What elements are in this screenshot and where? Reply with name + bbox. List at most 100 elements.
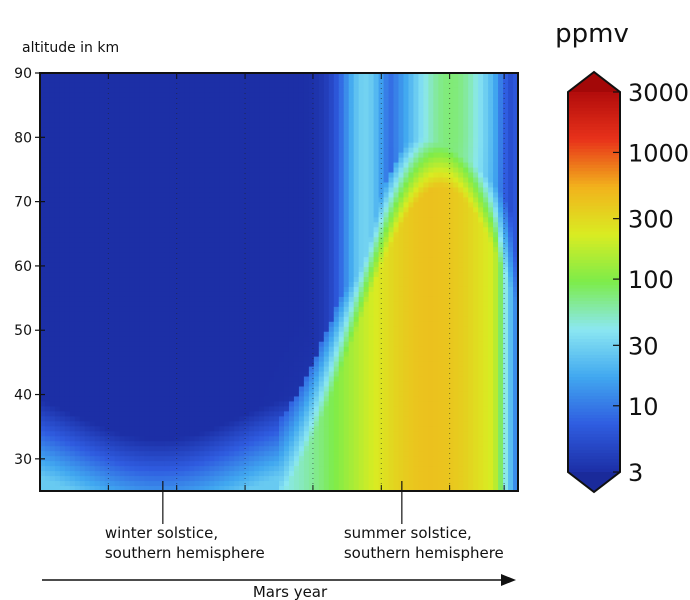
heatmap-cell [259, 212, 265, 218]
heatmap-cell [154, 197, 161, 203]
heatmap-cell [174, 351, 181, 358]
heatmap-cell [269, 282, 275, 288]
heatmap-cell [214, 456, 220, 462]
heatmap-cell [149, 182, 156, 189]
heatmap-cell [298, 471, 305, 477]
heatmap-cell [279, 466, 285, 472]
heatmap-cell [54, 341, 61, 348]
heatmap-cell [144, 361, 151, 368]
heatmap-cell [298, 386, 305, 393]
heatmap-cell [249, 316, 255, 323]
heatmap-cell [119, 97, 126, 104]
heatmap-cell [59, 361, 66, 368]
heatmap-cell [308, 466, 315, 472]
heatmap-cell [144, 142, 151, 149]
heatmap-cell [244, 272, 250, 278]
heatmap-cell [134, 122, 141, 129]
heatmap-cell [164, 421, 171, 427]
heatmap-cell [54, 182, 61, 189]
heatmap-cell [209, 73, 215, 79]
heatmap-cell [114, 331, 121, 338]
heatmap-cell [279, 207, 285, 213]
heatmap-cell [144, 426, 151, 432]
heatmap-cell [219, 486, 225, 491]
heatmap-cell [154, 192, 161, 199]
heatmap-cell [269, 456, 275, 462]
heatmap-cell [288, 137, 295, 144]
heatmap-cell [204, 456, 210, 462]
heatmap-cell [303, 301, 310, 308]
heatmap-cell [89, 436, 96, 442]
heatmap-cell [244, 441, 250, 447]
heatmap-cell [89, 326, 96, 333]
heatmap-cell [94, 311, 101, 318]
heatmap-cell [119, 391, 126, 398]
heatmap-cell [74, 152, 81, 159]
heatmap-cell [189, 326, 195, 333]
heatmap-cell [318, 247, 325, 253]
heatmap-cell [229, 301, 235, 308]
heatmap-cell [264, 306, 270, 313]
heatmap-cell [174, 217, 181, 223]
heatmap-cell [94, 336, 101, 343]
heatmap-cell [264, 331, 270, 338]
heatmap-cell [99, 481, 106, 487]
heatmap-cell [69, 157, 76, 164]
heatmap-cell [214, 306, 220, 313]
heatmap-cell [209, 306, 215, 313]
heatmap-cell [279, 396, 285, 403]
heatmap-cell [204, 247, 210, 253]
heatmap-cell [84, 282, 91, 288]
heatmap-cell [144, 242, 151, 248]
heatmap-cell [229, 371, 235, 378]
heatmap-cell [164, 167, 171, 174]
heatmap-cell [328, 117, 335, 124]
heatmap-cell [169, 306, 176, 313]
heatmap-cell [109, 431, 116, 437]
heatmap-cell [249, 187, 255, 194]
heatmap-cell [264, 102, 270, 109]
heatmap-cell [204, 401, 210, 408]
heatmap-cell [308, 212, 315, 218]
heatmap-cell [269, 461, 275, 467]
heatmap [40, 73, 518, 491]
heatmap-cell [149, 406, 156, 412]
heatmap-cell [184, 182, 190, 189]
heatmap-cell [169, 157, 176, 164]
heatmap-cell [54, 411, 61, 417]
heatmap-cell [184, 152, 190, 159]
heatmap-cell [279, 222, 285, 228]
heatmap-cell [69, 282, 76, 288]
heatmap-cell [59, 326, 66, 333]
heatmap-cell [214, 286, 220, 293]
heatmap-cell [293, 252, 300, 258]
heatmap-cell [234, 421, 240, 427]
heatmap-cell [209, 361, 215, 368]
heatmap-cell [283, 301, 290, 308]
heatmap-cell [64, 286, 71, 293]
heatmap-cell [259, 306, 265, 313]
heatmap-cell [264, 446, 270, 452]
heatmap-cell [279, 326, 285, 333]
heatmap-cell [64, 431, 71, 437]
heatmap-cell [179, 326, 185, 333]
heatmap-cell [159, 286, 166, 293]
heatmap-cell [259, 157, 265, 164]
heatmap-cell [318, 272, 325, 278]
heatmap-cell [94, 481, 101, 487]
heatmap-cell [114, 232, 121, 238]
heatmap-cell [239, 277, 245, 283]
heatmap-cell [283, 97, 290, 104]
heatmap-cell [159, 87, 166, 94]
heatmap-cell [229, 157, 235, 164]
heatmap-cell [224, 202, 230, 208]
heatmap-cell [149, 381, 156, 388]
heatmap-cell [44, 446, 51, 452]
heatmap-cell [288, 396, 295, 403]
heatmap-cell [49, 222, 56, 228]
heatmap-cell [194, 112, 200, 119]
heatmap-cell [119, 476, 126, 482]
heatmap-cell [224, 127, 230, 134]
heatmap-cell [84, 147, 91, 154]
heatmap-cell [214, 217, 220, 223]
